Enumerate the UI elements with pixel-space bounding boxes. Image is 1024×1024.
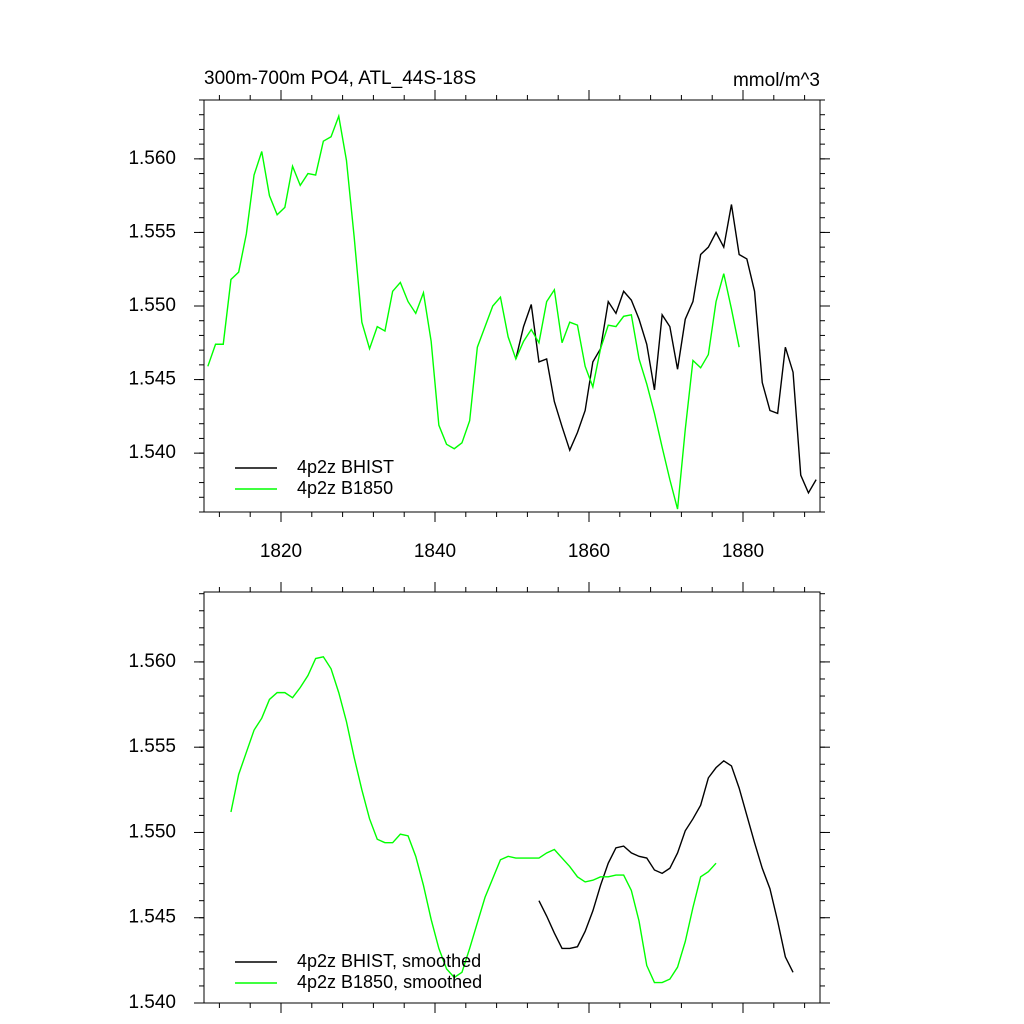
y-tick-label: 1.540 — [128, 992, 176, 1013]
x-tick-label: 1880 — [722, 541, 764, 562]
y-tick-label: 1.545 — [128, 369, 176, 390]
y-tick-label: 1.555 — [128, 221, 176, 242]
plot-frame — [203, 99, 821, 513]
plot-frame — [203, 591, 821, 1004]
legend-label: 4p2z B1850 — [297, 478, 393, 498]
y-tick-label: 1.555 — [128, 736, 176, 757]
x-tick-label: 1860 — [568, 541, 610, 562]
y-tick-label: 1.540 — [128, 442, 176, 463]
legend-label: 4p2z BHIST, smoothed — [297, 951, 481, 971]
series-line — [515, 204, 817, 495]
y-tick-label: 1.550 — [128, 295, 176, 316]
legend-label: 4p2z B1850, smoothed — [297, 972, 482, 992]
x-tick-label: 1840 — [414, 541, 456, 562]
legend-label: 4p2z BHIST — [297, 457, 394, 477]
y-tick-label: 1.560 — [128, 651, 176, 672]
units-label: mmol/m^3 — [733, 70, 820, 91]
series-line — [207, 113, 740, 510]
y-tick-label: 1.545 — [128, 907, 176, 928]
x-tick-label: 1820 — [260, 541, 302, 562]
y-tick-label: 1.550 — [128, 821, 176, 842]
y-tick-label: 1.560 — [128, 148, 176, 169]
series-line — [230, 656, 717, 984]
chart-title: 300m-700m PO4, ATL_44S-18S — [204, 68, 476, 89]
series-line — [538, 759, 794, 973]
